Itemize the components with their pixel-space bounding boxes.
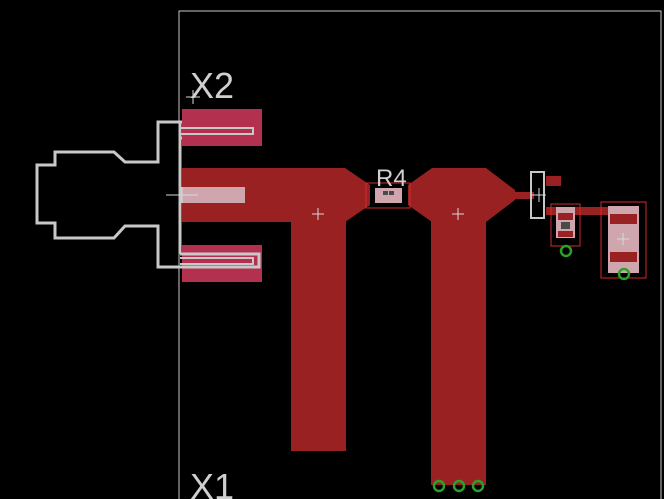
plus-cross-icon <box>312 208 324 220</box>
plus-cross-icon <box>186 90 200 104</box>
plus-cross-icon <box>452 208 464 220</box>
label-x2: X2 <box>190 65 234 106</box>
r4-pad-left <box>383 191 388 195</box>
signal-trace[interactable] <box>182 168 370 222</box>
stub-trace-left[interactable] <box>291 215 346 451</box>
pad-x2-center[interactable] <box>182 187 245 203</box>
via-ring-icon[interactable] <box>559 244 573 258</box>
plus-cross-icon <box>532 188 546 202</box>
plus-cross-icon <box>617 233 629 245</box>
comp-u2-pad-top <box>610 214 637 224</box>
comp-u1-pad-a <box>558 213 573 220</box>
stub-trace-right[interactable] <box>431 215 486 485</box>
trace-thin-1[interactable] <box>512 192 534 199</box>
r4-body[interactable] <box>375 188 402 203</box>
via-ring-icon[interactable] <box>432 479 446 493</box>
via-ring-icon[interactable] <box>452 479 466 493</box>
via-ring-icon[interactable] <box>471 479 485 493</box>
connector-x2-slot-top <box>180 127 254 135</box>
comp-u1-center <box>561 222 570 229</box>
comp-u2-pad-bottom <box>610 252 637 262</box>
comp-u1-pad-b <box>558 231 573 237</box>
connector-x2-slot-bottom <box>180 257 254 265</box>
trace-thin-3[interactable] <box>546 176 561 186</box>
connector-x2-outline-top <box>35 120 261 269</box>
board-edge <box>178 10 662 499</box>
trace-thin-2[interactable] <box>546 207 638 215</box>
signal-trace-right[interactable] <box>408 168 515 222</box>
r4-silk-box[interactable] <box>365 182 411 209</box>
label-r4: R4 <box>376 165 407 192</box>
via-ring-icon[interactable] <box>617 267 631 281</box>
r4-pad-right <box>389 191 394 195</box>
plus-cross-icon <box>166 187 198 203</box>
label-x1: X1 <box>190 466 234 499</box>
